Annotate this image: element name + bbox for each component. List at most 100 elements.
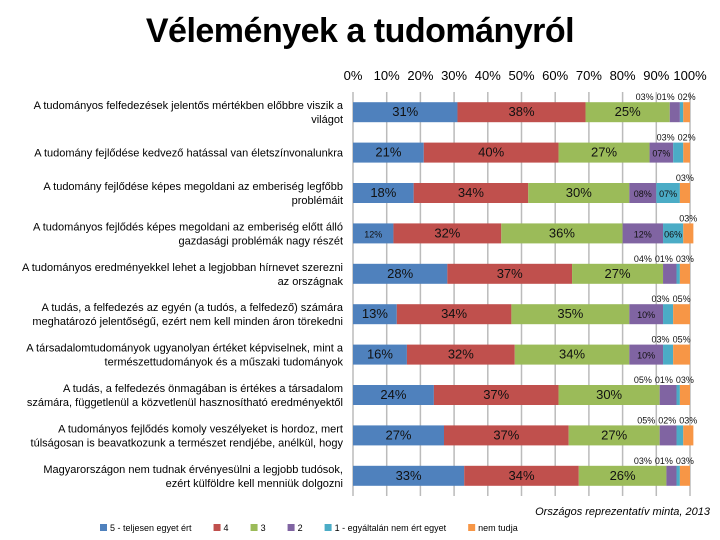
data-label: 03% bbox=[634, 456, 652, 466]
category-label: A tudományos fejlődés képes megoldani az… bbox=[33, 221, 343, 233]
bar-segment bbox=[457, 102, 586, 123]
category-label: problémáit bbox=[292, 195, 343, 207]
legend-swatch bbox=[324, 524, 332, 531]
data-label: 10% bbox=[637, 351, 655, 361]
bar-segment bbox=[683, 223, 694, 244]
data-label: 03% bbox=[676, 375, 694, 385]
data-label: 28% bbox=[387, 266, 413, 281]
bar-segment bbox=[673, 142, 684, 163]
data-label: 02% bbox=[678, 133, 696, 143]
bar-segment bbox=[464, 465, 579, 486]
legend-swatch bbox=[100, 524, 107, 531]
bar-segment bbox=[679, 465, 690, 486]
bar-segment bbox=[676, 425, 684, 446]
bar-segment bbox=[659, 425, 677, 446]
bar-segment bbox=[659, 385, 677, 405]
data-label: 04% bbox=[634, 254, 652, 264]
bar-segment bbox=[353, 102, 458, 123]
category-label: A tudás, a felfedezés önmagában is érték… bbox=[63, 383, 343, 395]
bar-segment bbox=[393, 223, 502, 244]
data-label: 03% bbox=[676, 254, 694, 264]
bar-segment bbox=[676, 263, 680, 284]
bar-segment bbox=[673, 304, 690, 325]
data-label: 40% bbox=[478, 145, 504, 160]
category-label: gazdasági problémák nagy részét bbox=[179, 235, 343, 247]
bar-segment bbox=[511, 304, 630, 325]
bar-segment bbox=[622, 223, 664, 244]
legend-label: nem tudja bbox=[478, 523, 518, 533]
bar-segment bbox=[629, 344, 664, 365]
bar-segment bbox=[663, 304, 674, 325]
data-label: 05% bbox=[637, 415, 655, 425]
bar-segment bbox=[558, 142, 650, 163]
data-label: 05% bbox=[673, 294, 691, 304]
bar-segment bbox=[514, 344, 630, 365]
bar-segment bbox=[353, 465, 465, 486]
data-label: 36% bbox=[549, 225, 575, 240]
data-label: 05% bbox=[673, 335, 691, 345]
data-label: 03% bbox=[679, 213, 697, 223]
data-label: 16% bbox=[367, 347, 393, 362]
category-label: A tudás, a felfedezés az egyén (a tudós,… bbox=[42, 302, 344, 314]
bar-segment bbox=[679, 183, 690, 203]
legend-swatch bbox=[287, 524, 295, 531]
x-tick-label: 100% bbox=[673, 68, 707, 83]
x-tick-label: 60% bbox=[542, 68, 568, 83]
data-label: 37% bbox=[483, 387, 509, 402]
x-tick-label: 20% bbox=[407, 68, 433, 83]
data-label: 03% bbox=[679, 415, 697, 425]
data-label: 30% bbox=[566, 185, 592, 200]
category-label: ezért külföldre kell menniük dolgozni bbox=[166, 478, 343, 490]
data-label: 37% bbox=[497, 266, 523, 281]
bar-segment bbox=[679, 102, 684, 123]
category-label: természettudományok és a műszaki tudomán… bbox=[105, 357, 344, 369]
category-label: A tudományos fejlődés komoly veszélyeket… bbox=[58, 423, 343, 435]
data-label: 27% bbox=[385, 427, 411, 442]
data-label: 03% bbox=[652, 294, 670, 304]
bar-segment bbox=[578, 465, 667, 486]
bar-segment bbox=[585, 102, 670, 123]
data-label: 07% bbox=[652, 149, 670, 159]
bar-segment bbox=[558, 385, 660, 405]
category-label: A tudomány fejlődése kedvező hatással va… bbox=[34, 148, 344, 160]
data-label: 34% bbox=[458, 185, 484, 200]
data-label: 02% bbox=[678, 92, 696, 102]
bar-segment bbox=[413, 183, 529, 203]
data-label: 03% bbox=[636, 92, 654, 102]
category-label: túlságosan is beavatkozunk a természet r… bbox=[31, 437, 344, 449]
legend-label: 1 - egyáltalán nem ért egyet bbox=[335, 523, 447, 533]
bar-segment bbox=[683, 102, 690, 123]
data-label: 10% bbox=[637, 310, 655, 320]
legend-swatch bbox=[468, 524, 476, 531]
data-label: 34% bbox=[508, 468, 534, 483]
data-label: 27% bbox=[601, 427, 627, 442]
data-label: 18% bbox=[370, 185, 396, 200]
data-label: 01% bbox=[657, 92, 675, 102]
bar-segment bbox=[353, 183, 414, 203]
category-label: az országnak bbox=[278, 276, 344, 288]
x-tick-label: 10% bbox=[374, 68, 400, 83]
bar-segment bbox=[679, 385, 690, 405]
bar-segment bbox=[443, 425, 569, 446]
data-label: 37% bbox=[493, 427, 519, 442]
data-label: 13% bbox=[362, 306, 388, 321]
legend-label: 5 - teljesen egyet ért bbox=[110, 523, 192, 533]
bar-segment bbox=[501, 223, 623, 244]
data-label: 34% bbox=[441, 306, 467, 321]
data-label: 25% bbox=[615, 104, 641, 119]
category-label: A tudományos eredményekkel lehet a legjo… bbox=[22, 262, 343, 274]
bar-segment bbox=[679, 263, 690, 284]
data-label: 07% bbox=[659, 189, 677, 199]
bar-segment bbox=[353, 142, 424, 163]
bar-segment bbox=[353, 344, 407, 365]
category-label: A tudomány fejlődése képes megoldani az … bbox=[43, 181, 343, 193]
data-label: 21% bbox=[375, 145, 401, 160]
bar-segment bbox=[406, 344, 515, 365]
bar-segment bbox=[433, 385, 559, 405]
data-label: 27% bbox=[591, 145, 617, 160]
data-label: 02% bbox=[658, 415, 676, 425]
x-tick-label: 80% bbox=[610, 68, 636, 83]
bar-segment bbox=[683, 142, 690, 163]
x-tick-label: 90% bbox=[643, 68, 669, 83]
x-tick-label: 0% bbox=[344, 68, 363, 83]
